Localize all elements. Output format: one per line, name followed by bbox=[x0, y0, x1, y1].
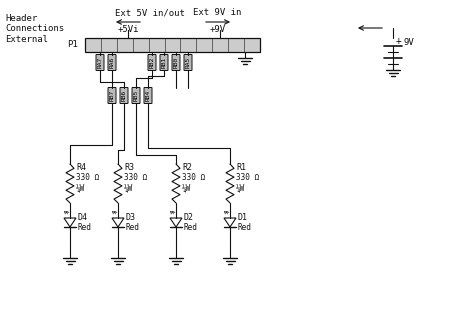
Text: 330 Ω: 330 Ω bbox=[236, 173, 259, 182]
Text: RA7: RA7 bbox=[97, 57, 102, 68]
Text: RB2: RB2 bbox=[150, 57, 155, 68]
Text: +9V: +9V bbox=[210, 25, 226, 34]
Text: ¼W: ¼W bbox=[124, 183, 133, 192]
Text: Ext 9V in: Ext 9V in bbox=[193, 8, 241, 17]
Text: RA5: RA5 bbox=[186, 57, 191, 68]
Text: RB5: RB5 bbox=[133, 90, 138, 101]
FancyBboxPatch shape bbox=[132, 88, 140, 103]
FancyBboxPatch shape bbox=[120, 88, 128, 103]
Text: RA6: RA6 bbox=[110, 57, 115, 68]
Text: +5Vi: +5Vi bbox=[117, 25, 139, 34]
Bar bbox=[85, 38, 260, 52]
FancyBboxPatch shape bbox=[108, 88, 116, 103]
Text: Red: Red bbox=[77, 223, 91, 232]
Text: D2: D2 bbox=[183, 213, 193, 222]
Text: RB7: RB7 bbox=[110, 90, 115, 101]
FancyBboxPatch shape bbox=[144, 88, 152, 103]
Text: R3: R3 bbox=[124, 163, 134, 172]
Text: 330 Ω: 330 Ω bbox=[182, 173, 205, 182]
FancyBboxPatch shape bbox=[172, 54, 180, 71]
FancyBboxPatch shape bbox=[148, 54, 156, 71]
Text: RB1: RB1 bbox=[162, 57, 167, 68]
Text: Red: Red bbox=[237, 223, 251, 232]
Text: RB6: RB6 bbox=[121, 90, 126, 101]
Text: Ext 5V in/out: Ext 5V in/out bbox=[115, 8, 185, 17]
Text: P1: P1 bbox=[67, 40, 78, 49]
Text: 9V: 9V bbox=[403, 38, 414, 47]
Text: Header
Connections
External: Header Connections External bbox=[5, 14, 64, 44]
Text: 330 Ω: 330 Ω bbox=[124, 173, 147, 182]
Text: RB4: RB4 bbox=[146, 90, 151, 101]
FancyBboxPatch shape bbox=[96, 54, 104, 71]
Text: Red: Red bbox=[125, 223, 139, 232]
Text: R2: R2 bbox=[182, 163, 192, 172]
Text: RB0: RB0 bbox=[173, 57, 178, 68]
Text: D3: D3 bbox=[125, 213, 135, 222]
Text: D1: D1 bbox=[237, 213, 247, 222]
Text: ¼W: ¼W bbox=[76, 183, 85, 192]
Text: +: + bbox=[396, 36, 402, 46]
FancyBboxPatch shape bbox=[108, 54, 116, 71]
Text: ¼W: ¼W bbox=[236, 183, 245, 192]
Text: Red: Red bbox=[183, 223, 197, 232]
Text: 330 Ω: 330 Ω bbox=[76, 173, 99, 182]
Text: R4: R4 bbox=[76, 163, 86, 172]
Text: R1: R1 bbox=[236, 163, 246, 172]
FancyBboxPatch shape bbox=[160, 54, 168, 71]
FancyBboxPatch shape bbox=[184, 54, 192, 71]
Text: ¼W: ¼W bbox=[182, 183, 191, 192]
Text: D4: D4 bbox=[77, 213, 87, 222]
